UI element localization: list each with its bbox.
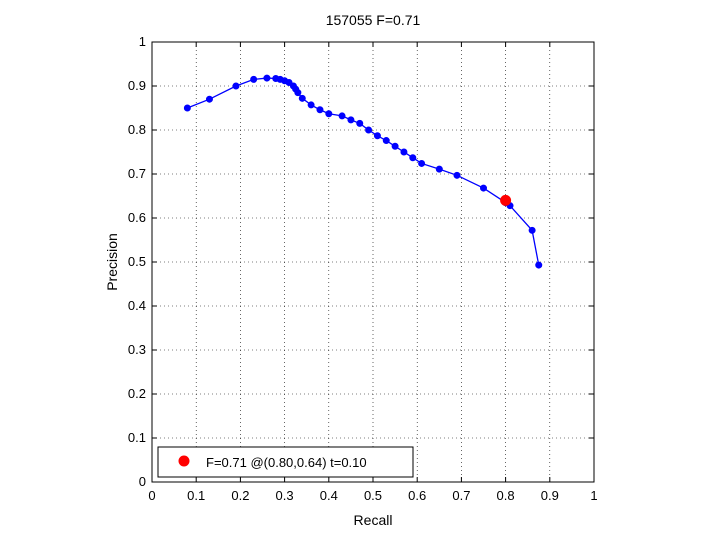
legend: F=0.71 @(0.80,0.64) t=0.10: [157, 446, 414, 478]
x-tick-label: 0.7: [452, 488, 470, 503]
data-point: [373, 132, 381, 140]
y-tick-label: 0.7: [128, 166, 146, 181]
x-tick-label: 0.5: [364, 488, 382, 503]
legend-label: F=0.71 @(0.80,0.64) t=0.10: [206, 455, 367, 470]
data-point: [307, 101, 315, 109]
x-tick-label: 0.6: [408, 488, 426, 503]
x-axis-title: Recall: [354, 512, 393, 528]
y-axis-title: Precision: [104, 233, 120, 291]
chart-title: 157055 F=0.71: [326, 12, 421, 28]
data-point: [298, 94, 306, 102]
x-tick-label: 0.2: [231, 488, 249, 503]
data-point: [400, 148, 408, 156]
ticks: 0 0.1 0.2 0.3 0.4 0.5 0.6 0.7 0.8 0.9 1 0 0.1 0.2 0.3 0…: [128, 34, 598, 503]
data-point: [418, 159, 426, 167]
x-tick-label: 1: [590, 488, 597, 503]
data-point: [365, 126, 373, 134]
data-point: [347, 116, 355, 124]
data-point: [391, 142, 399, 150]
y-tick-label: 0.6: [128, 210, 146, 225]
data-point: [338, 112, 346, 120]
best-f-point: [500, 194, 512, 206]
data-point: [480, 184, 487, 192]
y-tick-label: 0.4: [128, 298, 146, 313]
data-point: [409, 154, 417, 162]
data-point: [535, 261, 543, 269]
y-tick-label: 0.5: [128, 254, 146, 269]
x-tick-label: 0.9: [541, 488, 559, 503]
x-tick-label: 0: [148, 488, 155, 503]
data-point: [453, 171, 461, 179]
y-tick-label: 0.2: [128, 386, 146, 401]
y-tick-label: 0.1: [128, 430, 146, 445]
x-tick-label: 0.1: [187, 488, 205, 503]
data-point: [250, 75, 258, 83]
y-tick-label: 1: [139, 34, 146, 49]
y-tick-label: 0.9: [128, 78, 146, 93]
legend-marker: [178, 455, 190, 467]
data-point: [232, 82, 240, 90]
data-point: [316, 106, 324, 114]
series-group: [183, 74, 543, 269]
data-point: [205, 95, 213, 103]
x-tick-label: 0.8: [497, 488, 515, 503]
x-tick-label: 0.4: [320, 488, 338, 503]
y-tick-label: 0.8: [128, 122, 146, 137]
data-point: [356, 119, 364, 127]
data-point: [285, 78, 293, 86]
x-tick-label: 0.3: [276, 488, 294, 503]
data-point: [382, 137, 390, 145]
data-point: [294, 89, 302, 97]
y-tick-label: 0.3: [128, 342, 146, 357]
data-point: [263, 74, 271, 82]
y-tick-label: 0: [139, 474, 146, 489]
data-point: [183, 104, 191, 112]
legend-box: [157, 446, 414, 478]
data-point: [528, 226, 536, 234]
data-point: [325, 110, 333, 118]
data-point: [435, 165, 443, 173]
